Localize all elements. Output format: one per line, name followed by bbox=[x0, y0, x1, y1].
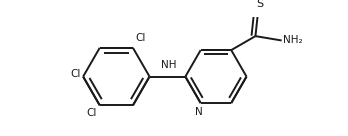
Text: Cl: Cl bbox=[87, 108, 97, 118]
Text: Cl: Cl bbox=[136, 33, 146, 43]
Text: N: N bbox=[195, 107, 203, 117]
Text: NH₂: NH₂ bbox=[283, 35, 303, 45]
Text: Cl: Cl bbox=[70, 69, 80, 79]
Text: NH: NH bbox=[161, 60, 177, 70]
Text: S: S bbox=[256, 0, 263, 9]
